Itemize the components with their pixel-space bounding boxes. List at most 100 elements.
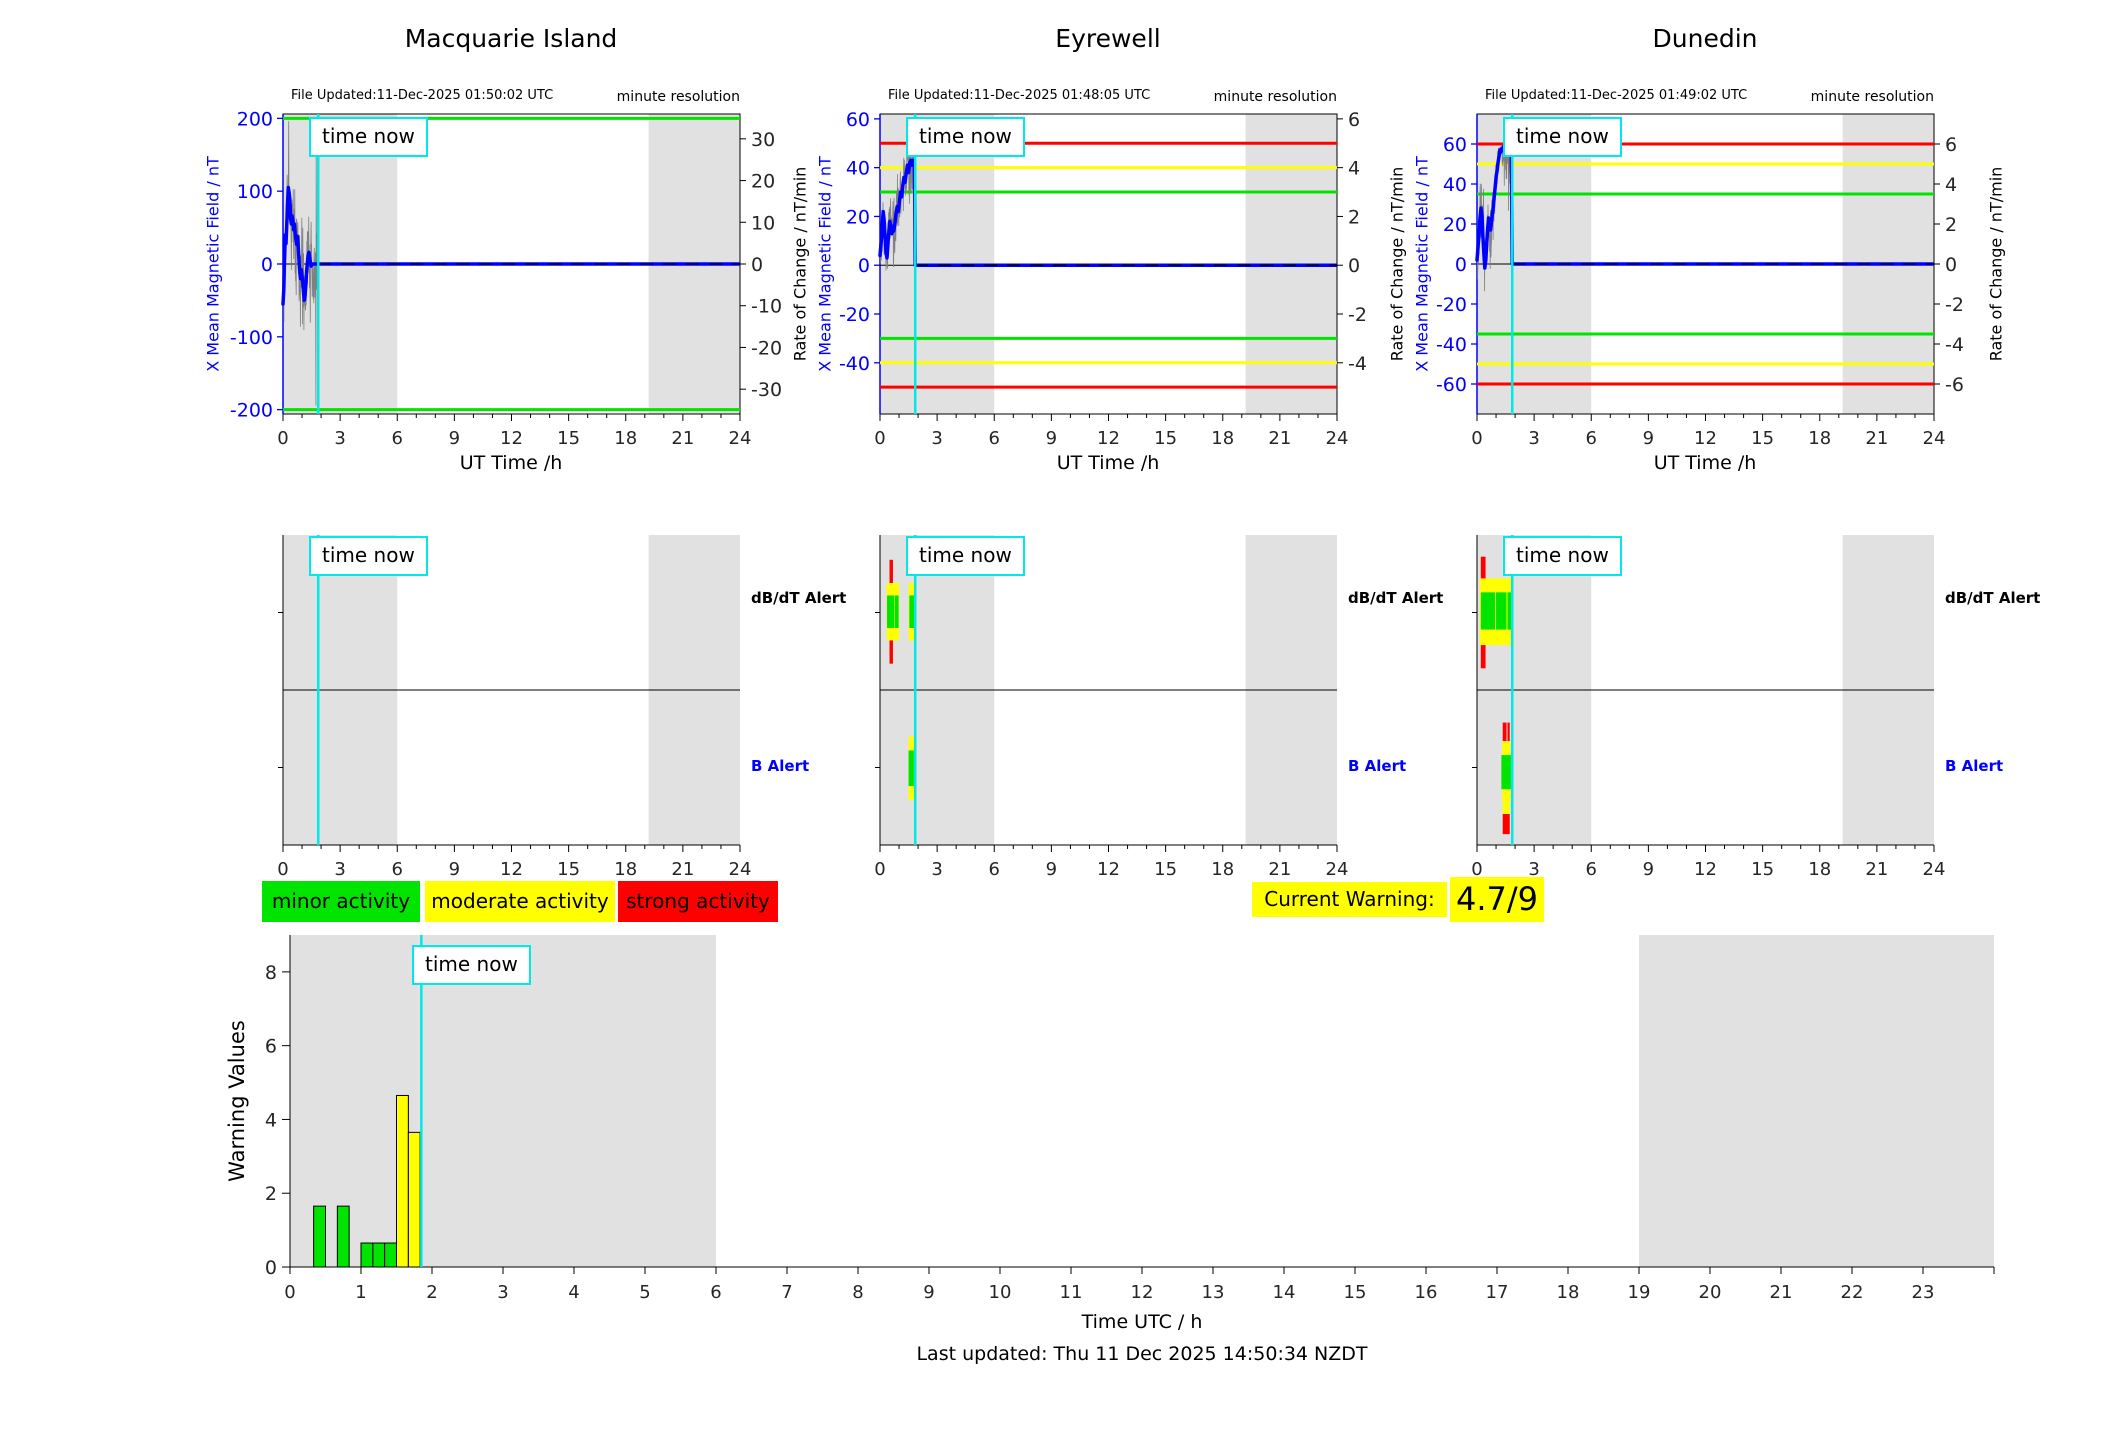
tick-label: 21 [671, 859, 694, 880]
current-warning-value: 4.7/9 [1450, 877, 1544, 922]
time-now-box-mid-3: time now [1503, 536, 1622, 576]
tick-label: 15 [557, 859, 580, 880]
tick-label: 24 [1923, 859, 1946, 880]
time-now-box-top-2: time now [906, 117, 1025, 157]
tick-label: 12 [500, 859, 523, 880]
tick-label: -2 [1945, 294, 1964, 316]
tick-label: 21 [671, 428, 694, 449]
tick-label: -4 [1348, 353, 1367, 375]
xlabel-macquarie: UT Time /h [459, 452, 563, 474]
dbdt-alert-mark [1480, 645, 1486, 669]
tick-label: -40 [1436, 334, 1467, 356]
warning-bar [336, 1205, 350, 1268]
tick-label: 11 [1060, 1282, 1083, 1303]
tick-label: 10 [751, 212, 775, 234]
tick-label: 3 [1528, 428, 1539, 449]
tick-label: -4 [1945, 334, 1964, 356]
station-title-dunedin: Dunedin [1652, 24, 1758, 53]
xlabel-dunedin: UT Time /h [1653, 452, 1757, 474]
tick-label: 6 [392, 428, 403, 449]
tick-label: 40 [846, 158, 870, 180]
tick-label: 9 [1046, 859, 1057, 880]
tick-label: 0 [284, 1282, 295, 1303]
tick-label: 4 [265, 1109, 277, 1131]
tick-label: 8 [852, 1282, 863, 1303]
tick-label: 4 [1348, 158, 1360, 180]
b-alert-mark [1507, 722, 1510, 742]
tick-label: 9 [1046, 428, 1057, 449]
tick-label: 200 [237, 108, 273, 130]
tick-label: 4 [1945, 174, 1957, 196]
tick-label: 16 [1415, 1282, 1438, 1303]
tick-label: 24 [729, 859, 752, 880]
time-now-box-mid-2: time now [906, 536, 1025, 576]
tick-label: 18 [614, 859, 637, 880]
tick-label: -2 [1348, 304, 1367, 326]
night-shading [290, 935, 716, 1267]
tick-label: 20 [1699, 1282, 1722, 1303]
tick-label: 0 [277, 859, 288, 880]
tick-label: 18 [1808, 428, 1831, 449]
tick-label: 0 [261, 254, 273, 276]
tick-label: -200 [230, 400, 273, 422]
tick-label: 13 [1202, 1282, 1225, 1303]
tick-label: 12 [1694, 859, 1717, 880]
tick-label: 60 [846, 109, 870, 131]
tick-label: 5 [639, 1282, 650, 1303]
ylabel-right-macquarie: Rate of Change / nT/min [790, 166, 810, 362]
tick-label: 9 [449, 859, 460, 880]
ylabel-right-dunedin: Rate of Change / nT/min [1986, 166, 2006, 362]
current-warning-label: Current Warning: [1252, 882, 1447, 917]
tick-label: 21 [1865, 428, 1888, 449]
tick-label: 6 [710, 1282, 721, 1303]
legend-moderate-activity: moderate activity [425, 881, 615, 922]
tick-label: 18 [1808, 859, 1831, 880]
tick-label: 0 [1471, 428, 1482, 449]
tick-label: 15 [1751, 428, 1774, 449]
tick-label: 15 [1154, 428, 1177, 449]
tick-label: 9 [1643, 859, 1654, 880]
tick-label: 15 [557, 428, 580, 449]
tick-label: -30 [751, 379, 782, 401]
tick-label: -20 [751, 337, 782, 359]
warning-bar [313, 1205, 327, 1268]
tick-label: 24 [1326, 428, 1349, 449]
tick-label: 3 [1528, 859, 1539, 880]
resolution-label-3: minute resolution [1810, 89, 1934, 105]
tick-label: 6 [1586, 859, 1597, 880]
file-updated-eyrewell: File Updated:11-Dec-2025 01:48:05 UTC [888, 88, 1151, 103]
tick-label: 12 [1097, 859, 1120, 880]
tick-label: 0 [1348, 255, 1360, 277]
tick-label: 6 [1945, 134, 1957, 156]
warning-bar [360, 1242, 374, 1268]
tick-label: 24 [1923, 428, 1946, 449]
tick-label: 24 [1326, 859, 1349, 880]
tick-label: 6 [392, 859, 403, 880]
warning-bar [396, 1094, 409, 1268]
dbdt-alert-mark [887, 595, 895, 628]
xlabel-eyrewell: UT Time /h [1056, 452, 1160, 474]
tick-label: 2 [1945, 214, 1957, 236]
observed-line [878, 158, 917, 267]
tick-label: 8 [265, 962, 277, 984]
tick-label: 20 [846, 206, 870, 228]
tick-label: 40 [1443, 174, 1467, 196]
tick-label: 0 [277, 428, 288, 449]
tick-label: 21 [1770, 1282, 1793, 1303]
tick-label: 18 [1211, 859, 1234, 880]
resolution-label-1: minute resolution [616, 89, 740, 105]
tick-label: 4 [568, 1282, 579, 1303]
tick-label: 24 [729, 428, 752, 449]
tick-label: 2 [426, 1282, 437, 1303]
time-now-box-bottom: time now [412, 945, 531, 985]
tick-label: 3 [931, 859, 942, 880]
tick-label: 0 [1471, 859, 1482, 880]
tick-label: 6 [989, 859, 1000, 880]
station-title-macquarie: Macquarie Island [404, 24, 618, 53]
tick-label: 30 [751, 129, 775, 151]
tick-label: -100 [230, 327, 273, 349]
tick-label: 3 [497, 1282, 508, 1303]
resolution-label-2: minute resolution [1213, 89, 1337, 105]
tick-label: 3 [334, 428, 345, 449]
tick-label: 9 [923, 1282, 934, 1303]
